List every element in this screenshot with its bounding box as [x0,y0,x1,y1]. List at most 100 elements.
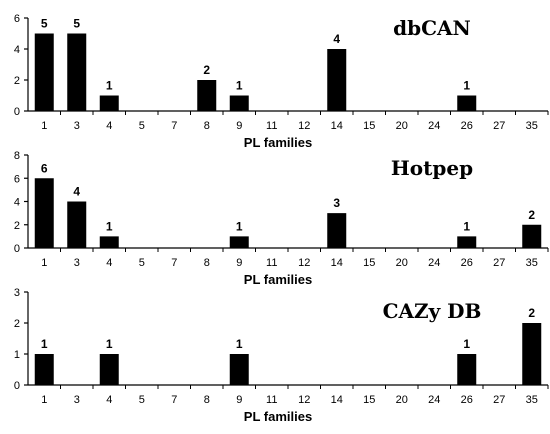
y-tick-label: 3 [14,287,20,299]
x-tick-label: 14 [331,394,343,406]
bar [327,49,347,111]
x-tick-label: 12 [298,120,310,132]
data-label: 3 [333,196,340,210]
x-tick-label: 14 [331,257,343,269]
data-label: 1 [236,79,243,93]
x-tick-label: 7 [171,120,177,132]
x-tick-label: 26 [461,257,473,269]
data-label: 1 [463,219,470,233]
x-tick-label: 1 [41,257,47,269]
x-tick-label: 4 [106,394,112,406]
data-label: 2 [203,63,210,77]
x-tick-label: 11 [266,394,277,406]
data-label: 1 [463,337,470,351]
bar [67,201,87,248]
x-tick-label: 5 [139,394,145,406]
x-axis-title: PL families [244,409,312,424]
bar [457,236,477,248]
bar [522,224,542,248]
data-label: 1 [106,79,113,93]
x-tick-label: 1 [41,394,47,406]
chart-title: Hotpep [391,156,473,180]
x-axis-title: PL families [244,272,312,287]
y-tick-label: 2 [14,220,20,232]
x-tick-label: 8 [204,257,210,269]
data-label: 1 [236,219,243,233]
x-tick-label: 9 [236,394,242,406]
x-tick-label: 24 [428,257,440,269]
data-label: 5 [73,17,80,31]
x-tick-label: 27 [493,394,505,406]
x-tick-label: 7 [171,394,177,406]
x-tick-label: 15 [363,257,375,269]
x-axis-title: PL families [244,135,312,150]
x-tick-label: 4 [106,120,112,132]
bar [197,80,217,111]
x-tick-label: 9 [236,257,242,269]
y-tick-label: 0 [14,106,20,118]
x-tick-label: 35 [526,120,538,132]
data-label: 1 [106,337,113,351]
bar [99,95,119,111]
x-tick-label: 24 [428,120,440,132]
x-tick-label: 14 [331,120,343,132]
x-tick-label: 26 [461,120,473,132]
bar [327,213,347,248]
bar [34,178,54,248]
bar [99,354,119,385]
x-tick-label: 27 [493,120,505,132]
y-tick-label: 0 [14,380,20,392]
x-tick-label: 11 [266,257,277,269]
data-label: 6 [41,161,48,175]
y-tick-label: 4 [14,197,20,209]
bar [99,236,119,248]
y-tick-label: 0 [14,243,20,255]
y-tick-label: 2 [14,318,20,330]
chart-title: CAZy DB [383,299,482,323]
x-tick-label: 9 [236,120,242,132]
x-tick-label: 7 [171,257,177,269]
bar [229,354,249,385]
x-tick-label: 27 [493,257,505,269]
x-tick-label: 12 [298,257,310,269]
bar [457,95,477,111]
data-label: 5 [41,17,48,31]
data-label: 1 [236,337,243,351]
x-tick-label: 3 [74,257,80,269]
data-label: 1 [41,337,48,351]
x-tick-label: 20 [396,394,408,406]
y-tick-label: 1 [14,349,20,361]
bar [522,323,542,385]
x-tick-label: 15 [363,394,375,406]
data-label: 4 [73,185,80,199]
bar [457,354,477,385]
x-tick-label: 3 [74,120,80,132]
bar [34,354,54,385]
x-tick-label: 35 [526,394,538,406]
x-tick-label: 5 [139,120,145,132]
data-label: 2 [528,306,535,320]
x-tick-label: 1 [41,120,47,132]
x-tick-label: 20 [396,120,408,132]
x-tick-label: 20 [396,257,408,269]
y-tick-label: 2 [14,75,20,87]
y-tick-label: 8 [14,150,20,162]
bar [229,95,249,111]
data-label: 1 [463,79,470,93]
y-tick-label: 6 [14,13,20,25]
chart-title: dbCAN [393,16,471,40]
y-tick-label: 6 [14,173,20,185]
x-tick-label: 8 [204,394,210,406]
bar [67,33,87,111]
bar [229,236,249,248]
x-tick-label: 8 [204,120,210,132]
x-tick-label: 35 [526,257,538,269]
bar [34,33,54,111]
y-tick-label: 4 [14,44,20,56]
x-tick-label: 11 [266,120,277,132]
x-tick-label: 3 [74,394,80,406]
x-tick-label: 24 [428,394,440,406]
